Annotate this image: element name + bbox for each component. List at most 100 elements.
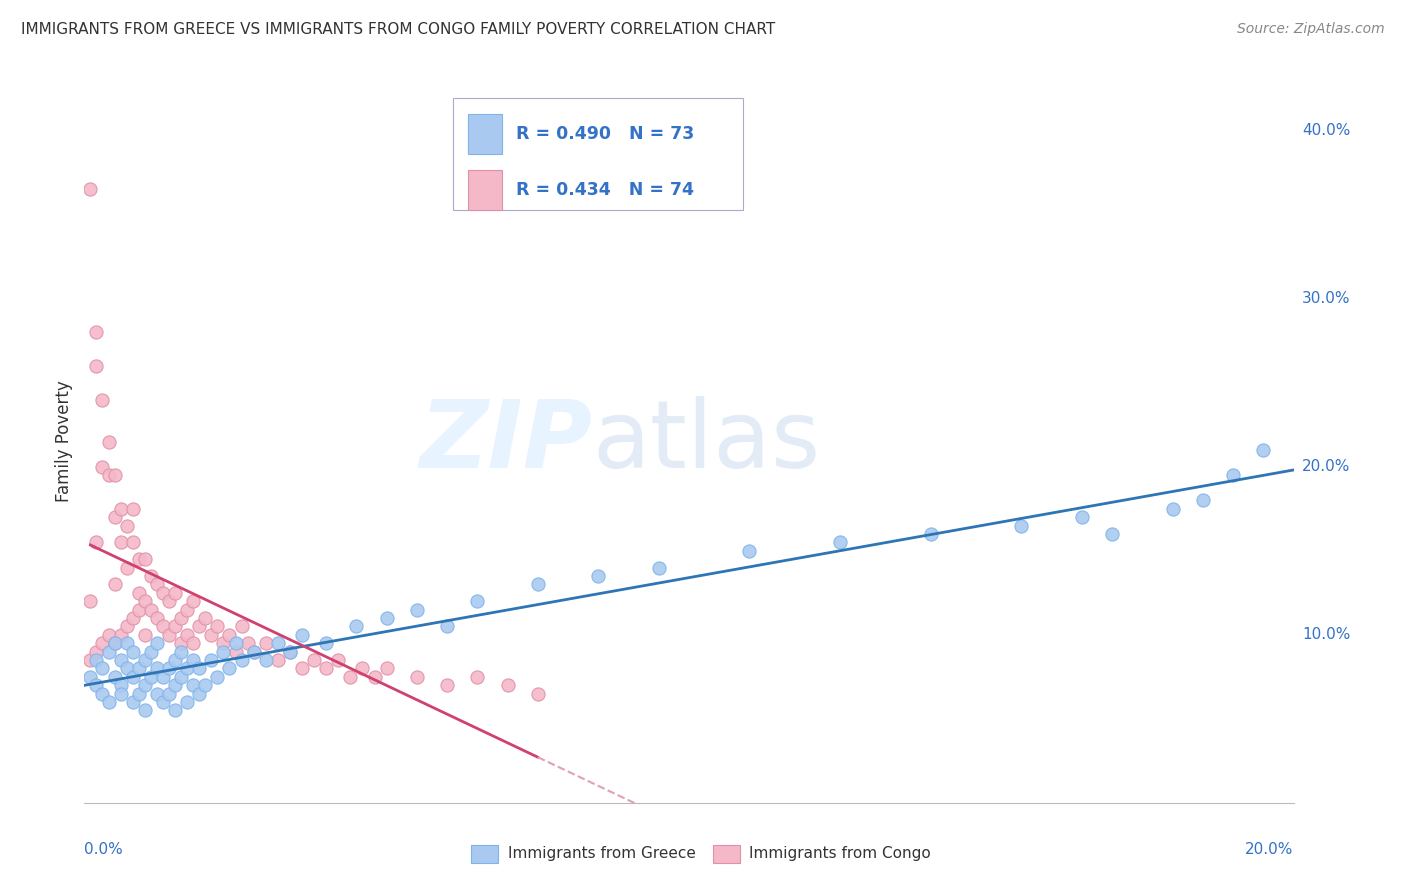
Point: [86, 359, 108, 373]
Point: [170, 611, 193, 625]
Point: [339, 670, 361, 684]
Point: [157, 628, 180, 642]
Point: [79, 670, 101, 684]
Point: [139, 602, 162, 616]
Point: [128, 586, 150, 600]
Text: Source: ZipAtlas.com: Source: ZipAtlas.com: [1237, 22, 1385, 37]
Point: [79, 653, 101, 667]
Point: [200, 628, 222, 642]
Point: [267, 636, 290, 650]
Point: [97, 695, 120, 709]
Point: [152, 586, 174, 600]
Point: [194, 611, 217, 625]
Point: [242, 644, 264, 658]
Point: [375, 611, 398, 625]
Point: [104, 510, 127, 524]
Point: [110, 501, 132, 516]
Point: [1101, 527, 1123, 541]
Point: [97, 468, 120, 483]
Point: [91, 636, 114, 650]
Point: [121, 501, 143, 516]
Point: [181, 678, 204, 692]
Point: [104, 636, 127, 650]
Point: [134, 594, 156, 608]
Point: [86, 653, 108, 667]
Point: [231, 619, 253, 633]
Text: R = 0.490   N = 73: R = 0.490 N = 73: [516, 125, 695, 144]
Point: [830, 535, 852, 549]
Point: [86, 644, 108, 658]
Point: [128, 602, 150, 616]
Point: [278, 644, 301, 658]
Point: [1192, 493, 1215, 508]
Point: [218, 628, 240, 642]
Text: 20.0%: 20.0%: [1302, 459, 1350, 475]
Point: [165, 678, 187, 692]
Point: [588, 569, 610, 583]
Point: [207, 619, 229, 633]
FancyBboxPatch shape: [453, 98, 744, 211]
Point: [212, 636, 235, 650]
Point: [152, 619, 174, 633]
Point: [91, 459, 114, 474]
Point: [176, 628, 198, 642]
Point: [738, 543, 761, 558]
Point: [97, 644, 120, 658]
Point: [291, 628, 314, 642]
Text: Immigrants from Greece: Immigrants from Greece: [508, 846, 696, 861]
Point: [79, 182, 101, 196]
Text: atlas: atlas: [592, 395, 821, 488]
Point: [242, 644, 264, 658]
Point: [91, 687, 114, 701]
Point: [181, 594, 204, 608]
Point: [406, 602, 429, 616]
Point: [115, 518, 138, 533]
Point: [181, 636, 204, 650]
Point: [134, 678, 156, 692]
Point: [139, 569, 162, 583]
FancyBboxPatch shape: [713, 845, 740, 863]
Point: [165, 653, 187, 667]
Point: [91, 392, 114, 407]
Point: [115, 560, 138, 574]
Point: [176, 661, 198, 675]
FancyBboxPatch shape: [468, 170, 502, 210]
Point: [134, 628, 156, 642]
FancyBboxPatch shape: [471, 845, 498, 863]
Point: [121, 670, 143, 684]
Point: [110, 653, 132, 667]
Point: [110, 678, 132, 692]
Point: [315, 661, 337, 675]
Point: [231, 653, 253, 667]
Point: [115, 636, 138, 650]
Point: [79, 594, 101, 608]
Point: [181, 653, 204, 667]
Point: [467, 594, 489, 608]
Point: [165, 619, 187, 633]
Point: [104, 577, 127, 591]
Point: [146, 636, 169, 650]
Point: [363, 670, 385, 684]
Point: [86, 678, 108, 692]
Point: [128, 661, 150, 675]
Point: [139, 670, 162, 684]
Point: [467, 670, 489, 684]
Text: R = 0.434   N = 74: R = 0.434 N = 74: [516, 181, 695, 199]
Point: [207, 670, 229, 684]
Point: [352, 661, 374, 675]
Point: [134, 703, 156, 717]
Point: [104, 670, 127, 684]
Point: [121, 644, 143, 658]
Point: [527, 577, 550, 591]
Text: IMMIGRANTS FROM GREECE VS IMMIGRANTS FROM CONGO FAMILY POVERTY CORRELATION CHART: IMMIGRANTS FROM GREECE VS IMMIGRANTS FRO…: [21, 22, 775, 37]
Point: [115, 661, 138, 675]
Point: [134, 653, 156, 667]
Point: [139, 644, 162, 658]
Point: [212, 644, 235, 658]
FancyBboxPatch shape: [468, 114, 502, 154]
Point: [128, 687, 150, 701]
Point: [194, 678, 217, 692]
Point: [110, 535, 132, 549]
Point: [104, 636, 127, 650]
Point: [128, 552, 150, 566]
